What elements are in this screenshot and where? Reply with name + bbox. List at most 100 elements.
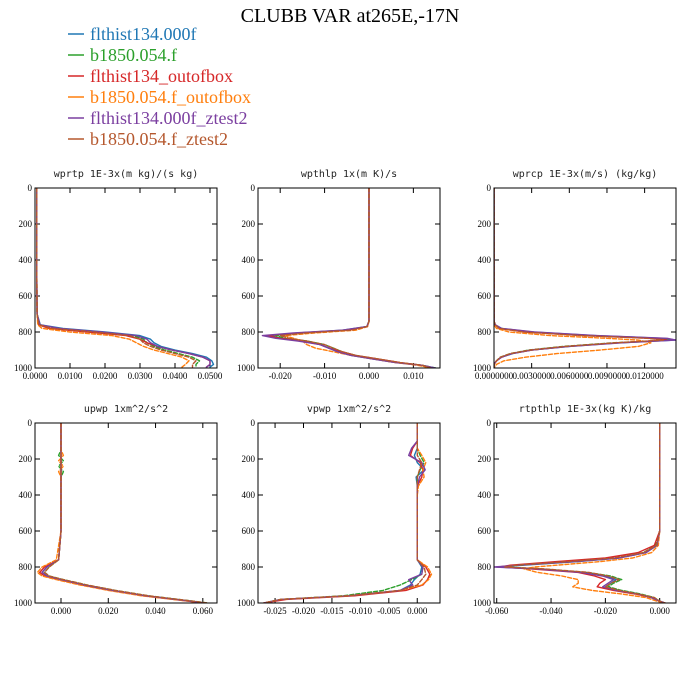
series-line bbox=[263, 423, 426, 603]
series-line bbox=[494, 188, 665, 368]
series-line bbox=[263, 423, 425, 603]
series-line bbox=[504, 423, 666, 603]
y-tick-label: 200 bbox=[19, 219, 33, 229]
series-line bbox=[36, 188, 211, 368]
x-tick-label: 0.0400 bbox=[163, 371, 188, 381]
series-line bbox=[36, 188, 201, 368]
plot-frame bbox=[257, 187, 441, 369]
legend-label: b1850.054.f_ztest2 bbox=[90, 129, 228, 149]
chart-panel: wprcp 1E-3x(m/s) (kg/kg) 0 200 400 600 800 100… bbox=[473, 169, 677, 381]
y-tick-label: 1000 bbox=[473, 598, 492, 608]
x-tick-label: 0.0500 bbox=[198, 371, 223, 381]
y-tick-label: 1000 bbox=[14, 598, 33, 608]
x-tick-label: 0.000 bbox=[407, 606, 428, 616]
series-line bbox=[36, 188, 211, 368]
series-line bbox=[36, 423, 206, 603]
series-line bbox=[494, 423, 666, 603]
x-tick-label: 0.0200 bbox=[93, 371, 118, 381]
x-tick-label: 0.0300 bbox=[128, 371, 153, 381]
chart-panel: wpthlp 1x(m K)/s 0 200 400 600 800 1000 -0.020 -… bbox=[237, 169, 441, 381]
y-tick-label: 0 bbox=[251, 183, 256, 193]
y-tick-label: 0 bbox=[28, 183, 33, 193]
series-line bbox=[36, 188, 215, 368]
figure-title: CLUBB VAR at265E,-17N bbox=[241, 5, 460, 27]
legend-label: flthist134_outofbox bbox=[90, 66, 233, 86]
panels-grid: wprtp 1E-3x(m kg)/(s kg) 0 200 400 600 800 100… bbox=[14, 169, 677, 616]
y-tick-label: 800 bbox=[19, 327, 33, 337]
x-tick-label: -0.020 bbox=[292, 606, 316, 616]
x-tick-label: 0.0100 bbox=[58, 371, 83, 381]
plot-frame bbox=[34, 187, 218, 369]
series-group bbox=[36, 188, 215, 368]
x-tick-label: 0.060 bbox=[193, 606, 214, 616]
x-tick-label: -0.040 bbox=[539, 606, 563, 616]
chart-panel: vpwp 1xm^2/s^2 0 200 400 600 800 1000 -0.025 -0.… bbox=[237, 404, 441, 616]
panel-title: rtpthlp 1E-3x(kg K)/kg bbox=[519, 404, 651, 415]
series-line bbox=[263, 423, 427, 603]
series-line bbox=[41, 423, 206, 603]
y-tick-label: 1000 bbox=[237, 598, 256, 608]
series-line bbox=[498, 423, 666, 603]
x-tick-label: 0.000 bbox=[650, 606, 671, 616]
y-tick-label: 1000 bbox=[473, 363, 492, 373]
y-tick-label: 800 bbox=[242, 327, 256, 337]
panel-title: wpthlp 1x(m K)/s bbox=[301, 169, 397, 180]
y-tick-label: 400 bbox=[478, 255, 492, 265]
x-tick-label: -0.010 bbox=[349, 606, 373, 616]
series-line bbox=[36, 188, 190, 368]
y-tick-label: 0 bbox=[487, 183, 492, 193]
legend-label: flthist134.000f bbox=[90, 24, 197, 44]
y-tick-label: 800 bbox=[19, 562, 33, 572]
panel-title: vpwp 1xm^2/s^2 bbox=[307, 404, 391, 415]
series-line bbox=[263, 423, 425, 603]
x-tick-label: -0.020 bbox=[269, 371, 293, 381]
series-line bbox=[263, 423, 431, 603]
plot-frame bbox=[493, 187, 677, 369]
x-tick-label: 0.040 bbox=[145, 606, 166, 616]
y-tick-label: 200 bbox=[478, 454, 492, 464]
x-tick-label: -0.025 bbox=[263, 606, 287, 616]
series-group bbox=[494, 188, 676, 368]
y-tick-label: 400 bbox=[478, 490, 492, 500]
x-tick-label: -0.060 bbox=[485, 606, 509, 616]
y-tick-label: 600 bbox=[242, 526, 256, 536]
series-line bbox=[36, 188, 197, 368]
x-tick-label: 0.000 bbox=[51, 606, 72, 616]
x-tick-label: 0.0000000 bbox=[475, 371, 514, 381]
series-line bbox=[501, 423, 666, 603]
y-tick-label: 600 bbox=[242, 291, 256, 301]
panel-title: upwp 1xm^2/s^2 bbox=[84, 404, 168, 415]
y-tick-label: 400 bbox=[242, 490, 256, 500]
series-group bbox=[261, 188, 437, 368]
x-tick-label: 0.000 bbox=[359, 371, 380, 381]
y-tick-label: 0 bbox=[28, 418, 33, 428]
y-tick-label: 400 bbox=[19, 255, 33, 265]
x-tick-label: -0.015 bbox=[320, 606, 344, 616]
plot-frame bbox=[34, 422, 218, 604]
series-line bbox=[523, 423, 666, 603]
chart-panel: wprtp 1E-3x(m kg)/(s kg) 0 200 400 600 800 100… bbox=[14, 169, 223, 381]
y-tick-label: 800 bbox=[478, 562, 492, 572]
y-tick-label: 600 bbox=[19, 291, 33, 301]
series-line bbox=[496, 423, 666, 603]
x-tick-label: 0.0000 bbox=[23, 371, 48, 381]
series-line bbox=[494, 188, 652, 368]
plot-frame bbox=[257, 422, 441, 604]
y-tick-label: 800 bbox=[242, 562, 256, 572]
y-tick-label: 0 bbox=[487, 418, 492, 428]
y-tick-label: 600 bbox=[19, 526, 33, 536]
series-line bbox=[266, 188, 432, 368]
x-tick-label: -0.020 bbox=[594, 606, 618, 616]
series-group bbox=[36, 423, 209, 603]
series-line bbox=[43, 423, 209, 603]
y-tick-label: 1000 bbox=[237, 363, 256, 373]
y-tick-label: 1000 bbox=[14, 363, 33, 373]
series-line bbox=[494, 188, 668, 368]
x-tick-label: 0.0090000 bbox=[588, 371, 627, 381]
x-tick-label: 0.020 bbox=[98, 606, 119, 616]
plot-frame bbox=[493, 422, 677, 604]
legend: flthist134.000fb1850.054.fflthist134_out… bbox=[68, 24, 251, 149]
y-tick-label: 400 bbox=[242, 255, 256, 265]
y-tick-label: 200 bbox=[242, 454, 256, 464]
